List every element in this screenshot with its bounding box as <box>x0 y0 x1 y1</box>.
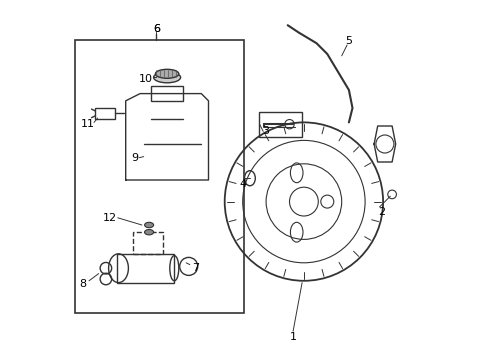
Text: 1: 1 <box>289 332 296 342</box>
Text: 10: 10 <box>138 74 152 84</box>
Ellipse shape <box>144 222 153 228</box>
Text: 6: 6 <box>152 24 160 34</box>
Ellipse shape <box>153 72 180 83</box>
Bar <box>95 108 115 119</box>
Text: 7: 7 <box>192 263 199 273</box>
Ellipse shape <box>155 69 179 78</box>
Text: 2: 2 <box>377 207 384 217</box>
Text: 5: 5 <box>345 36 352 46</box>
Text: 9: 9 <box>131 153 138 163</box>
Text: 8: 8 <box>80 279 86 289</box>
Text: 12: 12 <box>102 213 116 223</box>
Bar <box>75 40 244 313</box>
Bar <box>151 86 183 101</box>
Bar <box>117 254 174 283</box>
Text: 11: 11 <box>81 119 95 129</box>
Text: 4: 4 <box>239 179 246 189</box>
Bar <box>133 232 163 254</box>
Text: 3: 3 <box>262 126 269 136</box>
Ellipse shape <box>144 230 153 235</box>
Text: 6: 6 <box>152 24 160 34</box>
Bar <box>258 112 302 137</box>
